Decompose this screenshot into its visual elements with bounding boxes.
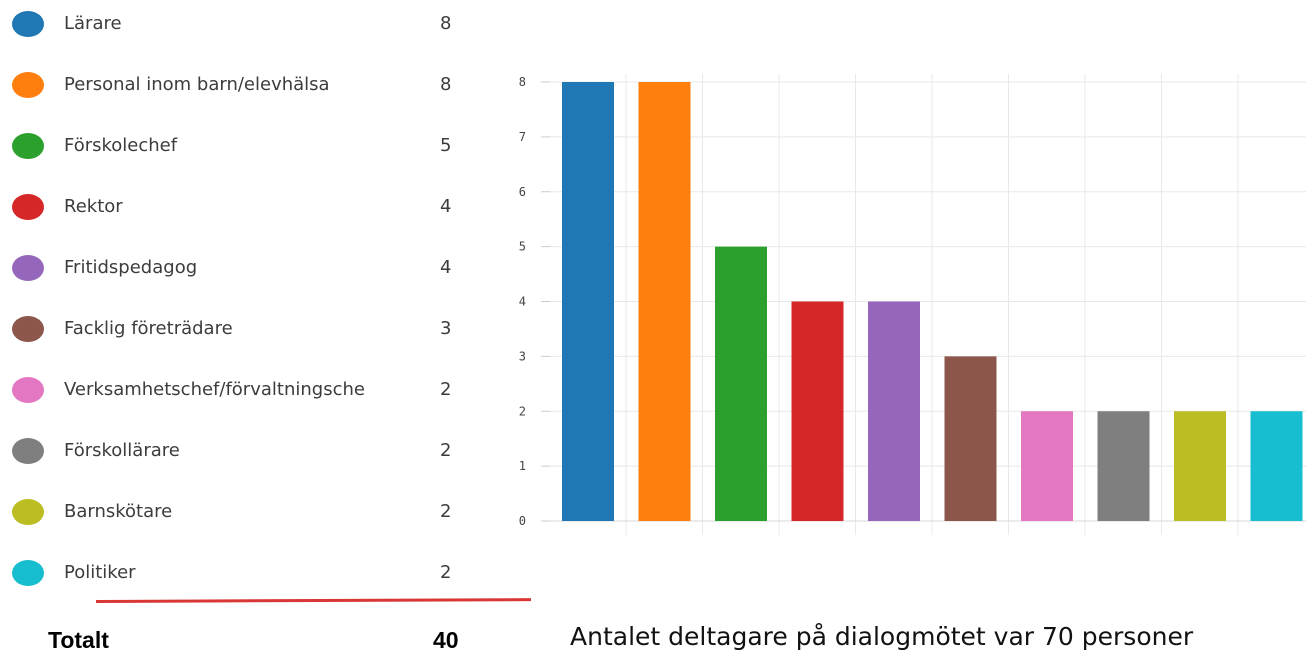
legend-color-dot — [12, 194, 44, 220]
legend-label: Förskolechef — [64, 135, 178, 156]
legend-color-dot — [12, 316, 44, 342]
legend-item: Politiker 2 — [0, 555, 480, 591]
legend-count: 2 — [440, 379, 452, 400]
bar — [944, 356, 997, 521]
y-tick-label: 7 — [519, 130, 526, 144]
y-tick-label: 0 — [519, 514, 526, 528]
y-tick-label: 3 — [519, 349, 526, 363]
chart-bars — [562, 82, 1303, 521]
total-value: 40 — [433, 627, 459, 653]
legend-count: 3 — [440, 318, 452, 339]
legend-count: 5 — [440, 135, 452, 156]
legend-item: Barnskötare 2 — [0, 494, 480, 530]
y-tick-label: 2 — [519, 404, 526, 418]
legend-color-dot — [12, 438, 44, 464]
legend-color-dot — [12, 499, 44, 525]
legend-label: Fritidspedagog — [64, 257, 198, 278]
legend-count: 4 — [440, 196, 452, 217]
legend-label: Rektor — [64, 196, 123, 217]
legend-item: Fritidspedagog 4 — [0, 250, 480, 286]
participants-note: Antalet deltagare på dialogmötet var 70 … — [570, 622, 1194, 651]
legend-label: Verksamhetschef/förvaltningsche — [64, 379, 365, 400]
bar — [562, 82, 614, 521]
legend-color-dot — [12, 72, 44, 98]
legend-count: 2 — [440, 440, 452, 461]
bar — [1097, 411, 1150, 521]
legend-color-dot — [12, 255, 44, 281]
y-tick-label: 4 — [519, 295, 526, 309]
legend-label: Personal inom barn/elevhälsa — [64, 74, 330, 95]
bar — [1021, 411, 1073, 521]
legend-color-dot — [12, 377, 44, 403]
legend-label: Förskollärare — [64, 440, 180, 461]
legend-count: 2 — [440, 501, 452, 522]
legend-color-dot — [12, 560, 44, 586]
legend-item: Förskollärare 2 — [0, 433, 480, 469]
y-tick-label: 1 — [519, 459, 526, 473]
legend-label: Lärare — [64, 13, 122, 34]
bar — [638, 82, 691, 521]
legend-color-dot — [12, 11, 44, 37]
legend-color-dot — [12, 133, 44, 159]
bar — [791, 301, 844, 521]
legend-item: Rektor 4 — [0, 189, 480, 225]
legend-label: Politiker — [64, 562, 136, 583]
y-tick-label: 5 — [519, 240, 526, 254]
bar — [868, 301, 920, 521]
legend-item: Personal inom barn/elevhälsa 8 — [0, 67, 480, 103]
y-axis: 0 1 2 3 4 5 6 7 8 — [519, 75, 550, 528]
bar — [1174, 411, 1226, 521]
legend-label: Barnskötare — [64, 501, 173, 522]
legend-count: 8 — [440, 13, 452, 34]
legend-count: 2 — [440, 562, 452, 583]
legend-item: Lärare 8 — [0, 6, 480, 42]
bar — [715, 246, 767, 521]
bar — [1250, 411, 1303, 521]
y-tick-label: 6 — [519, 185, 526, 199]
legend-count: 8 — [440, 74, 452, 95]
legend-item: Förskolechef 5 — [0, 128, 480, 164]
legend-count: 4 — [440, 257, 452, 278]
total-label: Totalt — [48, 627, 109, 653]
legend-item: Facklig företrädare 3 — [0, 311, 480, 347]
legend-item: Verksamhetschef/förvaltningsche 2 — [0, 372, 480, 408]
legend-label: Facklig företrädare — [64, 318, 233, 339]
y-tick-label: 8 — [519, 75, 526, 89]
